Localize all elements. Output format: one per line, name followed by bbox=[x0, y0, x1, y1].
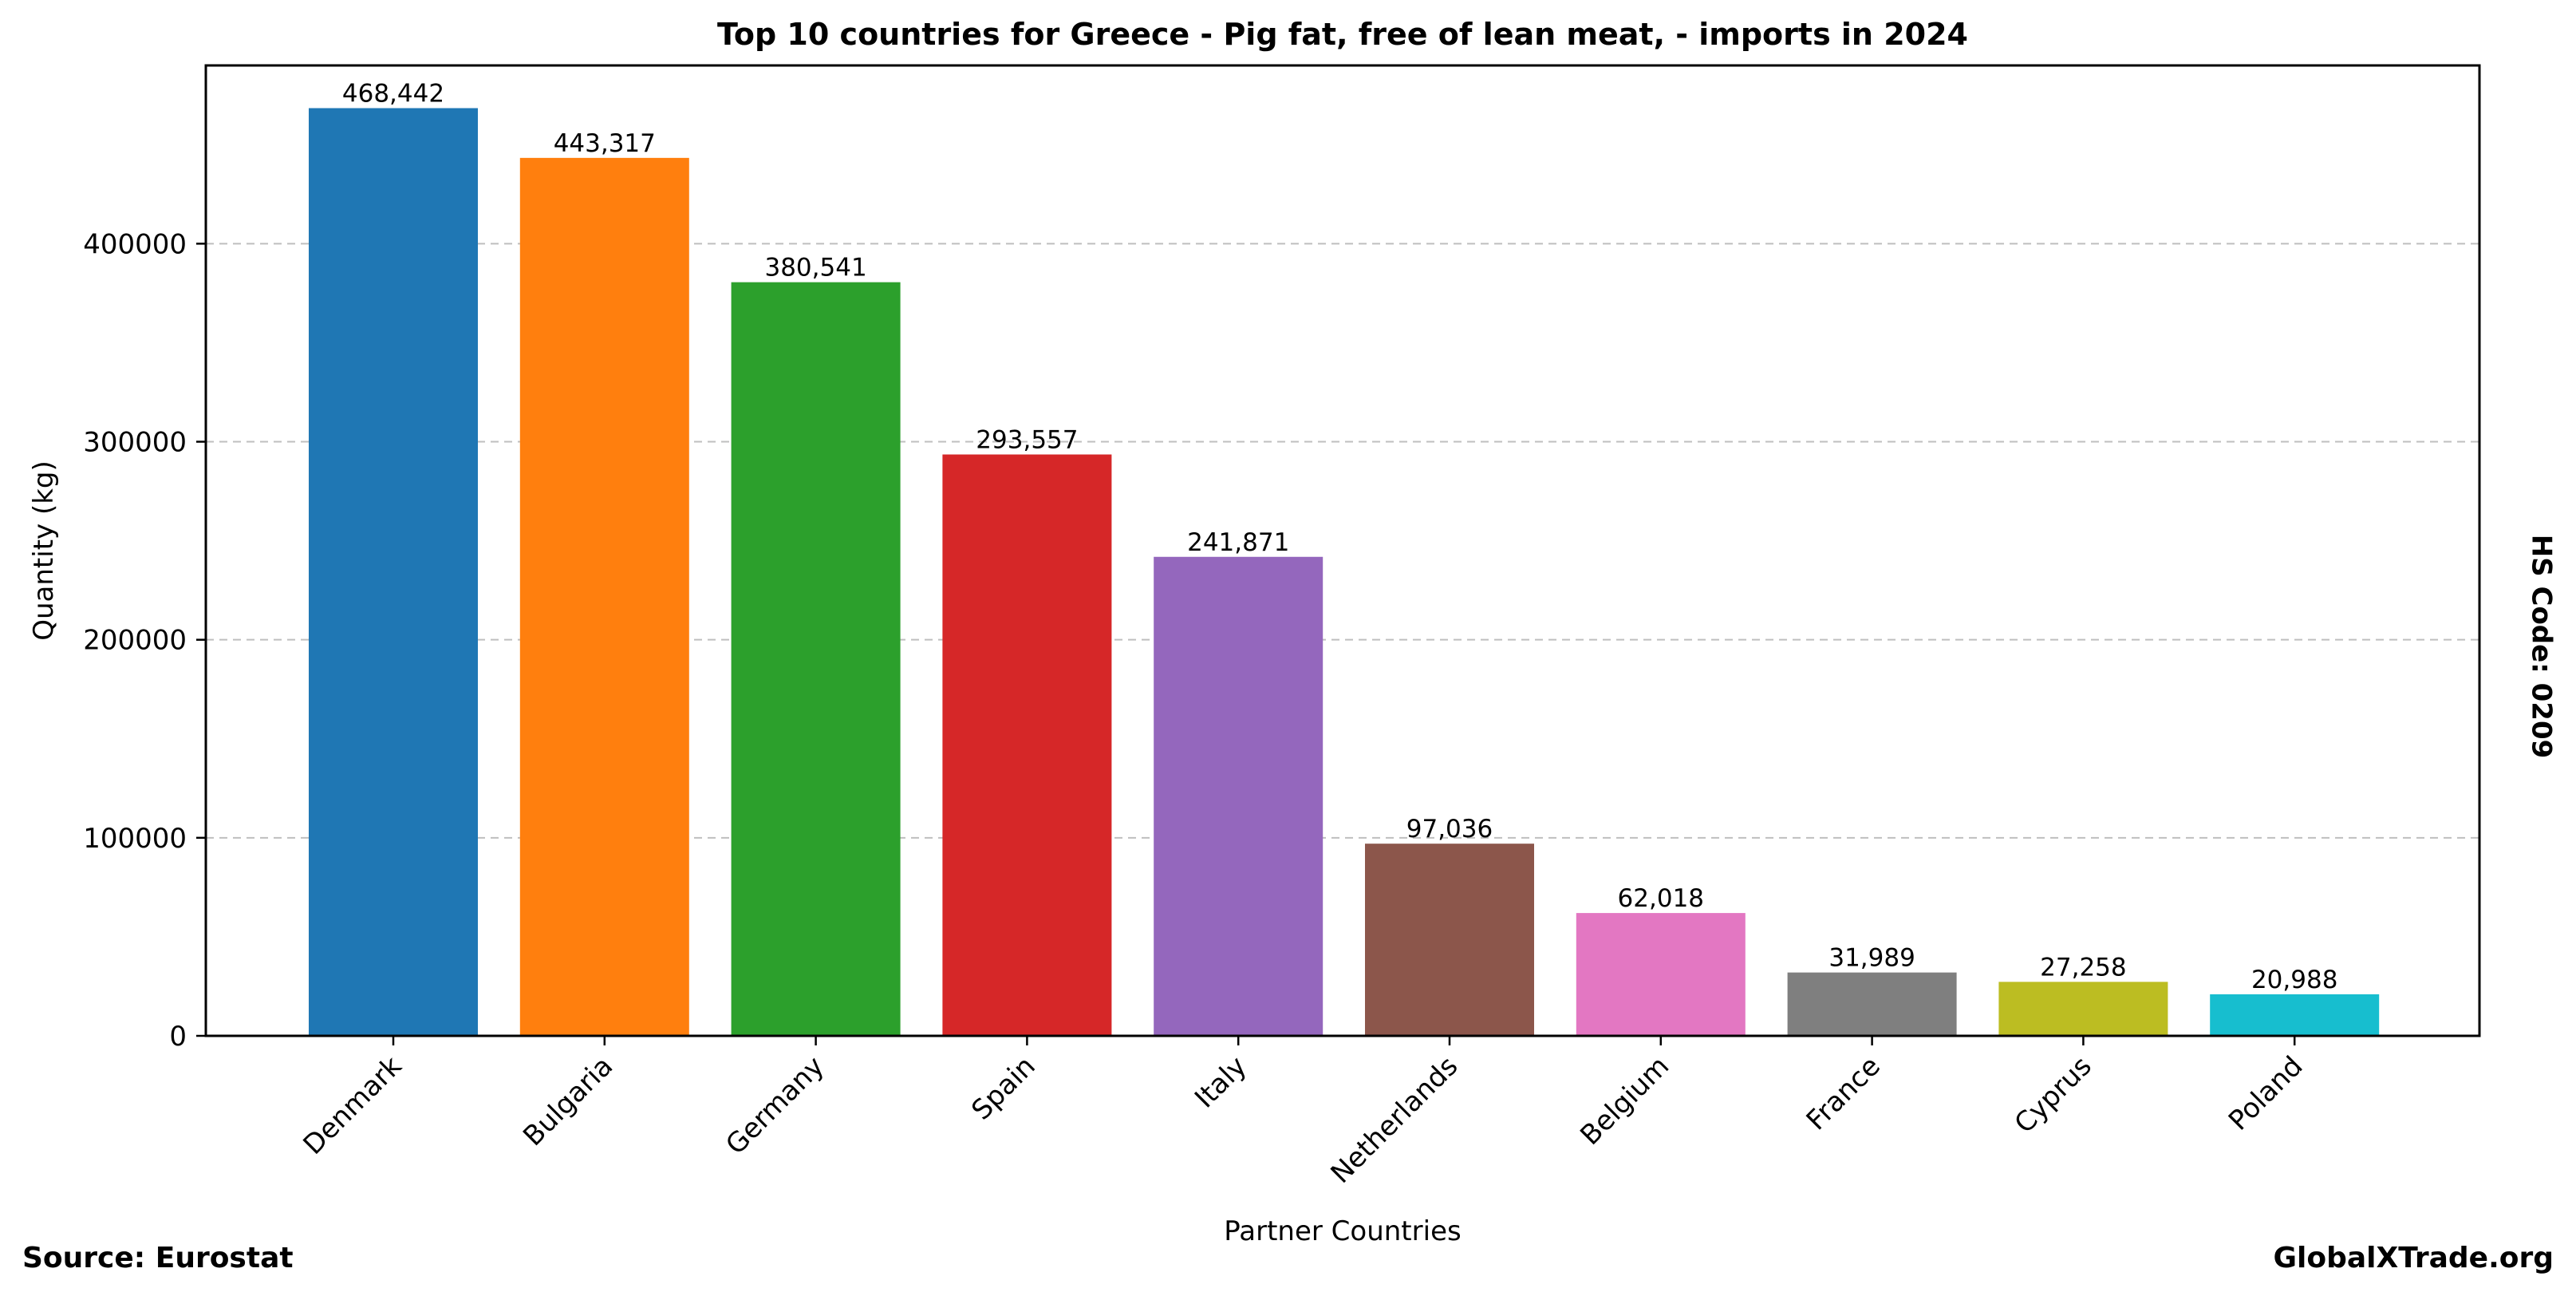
x-tick-label-cyprus: Cyprus bbox=[2009, 1050, 2098, 1140]
source-note: Source: Eurostat bbox=[22, 1242, 294, 1274]
x-tick-label-denmark: Denmark bbox=[298, 1050, 408, 1161]
value-label-italy: 241,871 bbox=[1187, 528, 1289, 557]
x-tick-label-germany: Germany bbox=[720, 1050, 830, 1161]
bar-netherlands bbox=[1365, 844, 1534, 1036]
bar-belgium bbox=[1576, 913, 1746, 1036]
x-tick-label-belgium: Belgium bbox=[1574, 1050, 1675, 1152]
bar-france bbox=[1787, 972, 1957, 1036]
bar-bulgaria bbox=[519, 157, 689, 1036]
value-labels: 468,442 443,317 380,541 293,557 241,871 97,03… bbox=[342, 79, 2338, 994]
value-label-germany: 380,541 bbox=[764, 254, 866, 283]
site-credit: GlobalXTrade.org bbox=[2273, 1242, 2554, 1274]
x-tick-label-netherlands: Netherlands bbox=[1325, 1050, 1465, 1190]
y-tick-label: 200000 bbox=[83, 625, 187, 657]
bars bbox=[309, 108, 2380, 1037]
x-tick-label-bulgaria: Bulgaria bbox=[517, 1050, 619, 1152]
bar-germany bbox=[731, 282, 901, 1036]
value-label-france: 31,989 bbox=[1828, 944, 1915, 973]
bar-italy bbox=[1154, 556, 1324, 1036]
y-tick-label: 400000 bbox=[83, 228, 187, 260]
x-tick-label-france: France bbox=[1801, 1050, 1887, 1136]
y-tick-label: 300000 bbox=[83, 427, 187, 459]
value-label-cyprus: 27,258 bbox=[2040, 953, 2126, 982]
y-axis-ticks: 0 100000 200000 300000 400000 bbox=[83, 228, 206, 1053]
bar-cyprus bbox=[1998, 982, 2168, 1036]
x-tick-label-italy: Italy bbox=[1189, 1050, 1252, 1114]
y-tick-label: 100000 bbox=[83, 823, 187, 855]
value-label-belgium: 62,018 bbox=[1618, 884, 1704, 913]
hs-code-label: HS Code: 0209 bbox=[2525, 534, 2557, 759]
plot-frame bbox=[204, 64, 2481, 1037]
x-axis-label: Partner Countries bbox=[1224, 1215, 1461, 1247]
value-label-netherlands: 97,036 bbox=[1406, 815, 1493, 844]
x-tick-label-spain: Spain bbox=[965, 1050, 1041, 1126]
value-label-denmark: 468,442 bbox=[342, 79, 444, 108]
x-tick-label-poland: Poland bbox=[2223, 1050, 2310, 1137]
bar-poland bbox=[2210, 994, 2380, 1036]
chart-title: Top 10 countries for Greece - Pig fat, f… bbox=[717, 17, 1968, 52]
value-label-bulgaria: 443,317 bbox=[554, 129, 656, 158]
value-label-spain: 293,557 bbox=[976, 425, 1078, 454]
hs-code-note: HS Code: 0209 bbox=[2489, 527, 2576, 766]
y-axis-label: Quantity (kg) bbox=[28, 460, 60, 641]
value-label-poland: 20,988 bbox=[2251, 966, 2337, 994]
bar-spain bbox=[942, 454, 1112, 1036]
x-axis-ticks: Denmark Bulgaria Germany Spain Italy Netherla… bbox=[298, 1036, 2310, 1190]
bar-denmark bbox=[309, 108, 478, 1037]
y-tick-label: 0 bbox=[169, 1021, 187, 1053]
